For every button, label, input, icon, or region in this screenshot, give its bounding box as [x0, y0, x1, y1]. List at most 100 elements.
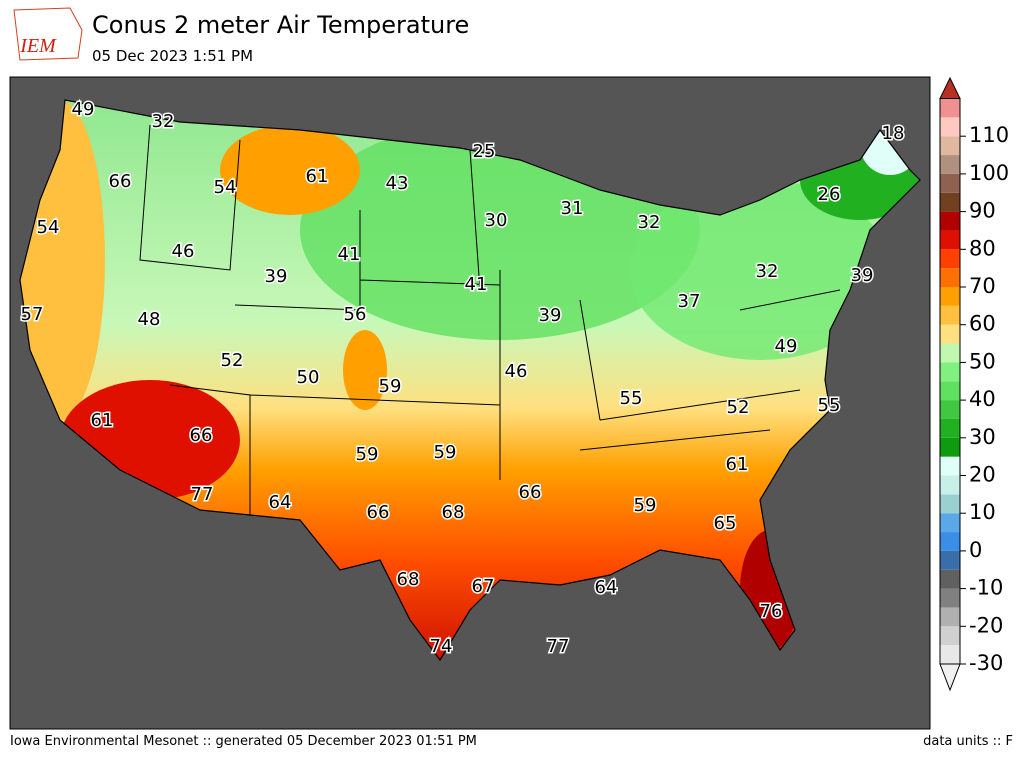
station-label: 64: [269, 492, 292, 513]
station-label: 55: [818, 395, 841, 416]
station-label: 66: [190, 425, 213, 446]
station-label: 52: [727, 397, 750, 418]
station-label: 26: [818, 184, 841, 205]
colorbar-tick-label: 60: [969, 312, 996, 336]
colorbar-bin: [940, 192, 960, 212]
station-label: 61: [726, 454, 749, 475]
title: Conus 2 meter Air Temperature: [92, 11, 469, 39]
colorbar-tick-label: 30: [969, 425, 996, 449]
colorbar-bin: [940, 400, 960, 419]
colorbar-tick-label: 40: [969, 387, 996, 411]
colorbar-tick-label: 100: [969, 161, 1009, 185]
station-label: 32: [756, 261, 779, 282]
colorbar-tick-label: -30: [969, 651, 1003, 675]
station-label: 30: [485, 210, 508, 231]
station-label: 74: [430, 636, 453, 657]
station-label: 54: [37, 217, 60, 238]
station-label: 39: [539, 305, 562, 326]
footer-left: Iowa Environmental Mesonet :: generated …: [10, 734, 477, 749]
station-label: 68: [397, 569, 420, 590]
station-label: 61: [306, 166, 329, 187]
station-label: 66: [367, 502, 390, 523]
colorbar-bin: [940, 645, 960, 664]
colorbar-tick-label: 90: [969, 199, 996, 223]
station-label: 66: [519, 482, 542, 503]
station-label: 48: [138, 309, 161, 330]
station-label: 59: [634, 495, 657, 516]
station-label: 54: [214, 177, 237, 198]
field-warm: [343, 330, 387, 410]
station-label: 39: [851, 265, 874, 286]
station-label: 59: [356, 444, 379, 465]
station-label: 65: [714, 513, 737, 534]
station-label: 61: [91, 410, 114, 431]
station-label: 46: [505, 361, 528, 382]
station-label: 41: [465, 274, 488, 295]
colorbar-bin: [940, 117, 960, 137]
footer-right: data units :: F: [923, 734, 1013, 749]
colorbar-tick-label: 80: [969, 236, 996, 260]
colorbar-bin: [940, 268, 960, 287]
colorbar-extend-low: [939, 663, 961, 692]
station-label: 56: [344, 304, 367, 325]
colorbar-bin: [940, 155, 960, 174]
colorbar-tick-label: 10: [969, 500, 996, 524]
station-label: 32: [638, 212, 661, 233]
subtitle: 05 Dec 2023 1:51 PM: [92, 47, 253, 65]
colorbar-bin: [940, 381, 960, 401]
station-label: 57: [21, 304, 44, 325]
station-label: 32: [152, 111, 175, 132]
colorbar-tick-label: 0: [969, 538, 982, 562]
colorbar-bin: [940, 494, 960, 514]
field-cold: [630, 180, 890, 360]
station-label: 49: [72, 99, 95, 120]
colorbar-bin: [940, 532, 960, 551]
colorbar-bin: [940, 607, 960, 627]
colorbar-bin: [940, 475, 960, 495]
station-label: 37: [678, 291, 701, 312]
colorbar-bin: [940, 550, 960, 570]
colorbar-bin: [940, 343, 960, 363]
colorbar-tick-label: 20: [969, 463, 996, 487]
colorbar-tick-label: -20: [969, 613, 1003, 637]
colorbar-bin: [940, 305, 960, 325]
colorbar: -30 -20 -10 0 10 20 30 40 50 60 70 80 90 100 110: [939, 76, 1009, 692]
colorbar-bin: [940, 211, 960, 231]
colorbar-bin: [940, 513, 960, 533]
field-warm: [220, 125, 360, 215]
colorbar-bin: [940, 324, 960, 344]
colorbar-bin: [940, 569, 960, 589]
station-label: 25: [473, 141, 496, 162]
station-label: 41: [338, 244, 361, 265]
colorbar-bin: [940, 287, 960, 306]
station-label: 76: [760, 601, 783, 622]
colorbar-tick-label: 110: [969, 123, 1009, 147]
colorbar-bin: [940, 136, 960, 156]
colorbar-bin: [940, 173, 960, 193]
colorbar-frame: [939, 98, 961, 665]
colorbar-tick-label: -10: [969, 576, 1003, 600]
station-label: 68: [442, 502, 465, 523]
station-label: 64: [595, 577, 618, 598]
colorbar-bin: [940, 362, 960, 382]
station-label: 77: [191, 484, 214, 505]
station-label: 67: [472, 576, 495, 597]
colorbar-bin: [940, 437, 960, 457]
station-label: 18: [882, 123, 905, 144]
colorbar-extend-high: [939, 76, 961, 99]
colorbar-bin: [940, 249, 960, 269]
station-label: 77: [547, 636, 570, 657]
station-labels: 49 32 66 54 61 43 25 30 31 32 18 26 54 46 39 41 41 32 39 57…: [19, 98, 906, 659]
station-label: 39: [265, 266, 288, 287]
station-label: 66: [109, 171, 132, 192]
logo: IEM: [13, 7, 83, 61]
station-label: 43: [386, 173, 409, 194]
colorbar-bin: [940, 626, 960, 646]
colorbar-bin: [940, 456, 960, 476]
colorbar-bin: [940, 98, 960, 118]
colorbar-bin: [940, 418, 960, 438]
state-borders: [139, 124, 841, 515]
station-label: 31: [561, 198, 584, 219]
